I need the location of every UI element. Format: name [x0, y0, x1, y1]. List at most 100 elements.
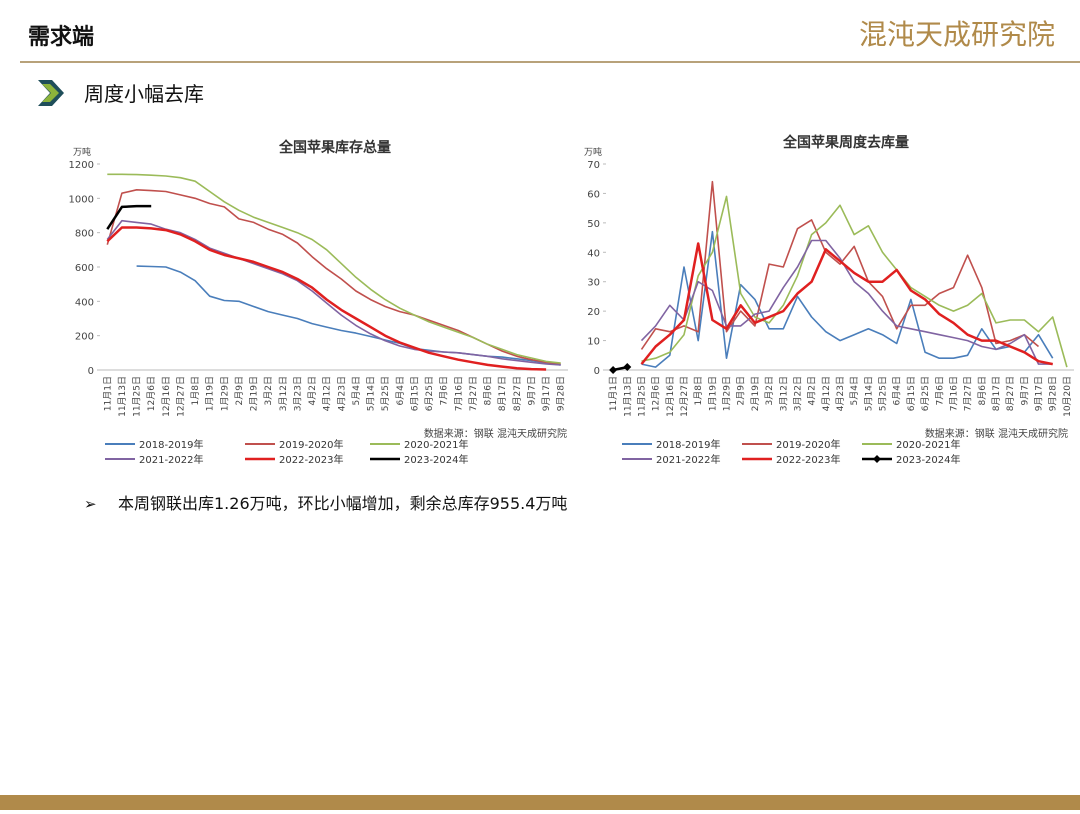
x-tick-label: 3月12日 [278, 376, 289, 411]
x-tick-label: 9月28日 [556, 376, 567, 411]
x-tick-label: 3月12日 [778, 376, 789, 411]
x-tick-label: 12月27日 [175, 376, 186, 417]
x-tick-label: 2月19日 [249, 376, 260, 411]
legend-label: 2023-2024年 [404, 453, 469, 466]
x-tick-label: 11月13日 [117, 376, 128, 417]
chart-title: 全国苹果周度去库量 [782, 134, 909, 151]
source-note: 数据来源：钢联 混沌天成研究院 [925, 427, 1068, 440]
x-tick-label: 4月2日 [807, 376, 818, 405]
y-tick-label: 60 [587, 189, 600, 200]
series-line [106, 189, 561, 365]
series-line [640, 239, 1053, 365]
y-axis-unit: 万吨 [584, 146, 602, 158]
x-tick-label: 4月23日 [336, 376, 347, 411]
series-line [106, 226, 547, 371]
section-icon-inner [42, 84, 59, 102]
x-tick-label: 2月9日 [736, 376, 747, 405]
y-tick-label: 600 [75, 263, 94, 274]
x-tick-label: 10月20日 [1062, 376, 1073, 417]
x-tick-label: 9月17日 [541, 376, 552, 411]
chart-title: 全国苹果库存总量 [278, 139, 391, 156]
legend-label: 2022-2023年 [776, 453, 841, 466]
legend-label: 2021-2022年 [656, 453, 721, 466]
y-tick-label: 30 [587, 278, 600, 289]
x-tick-label: 8月27日 [1005, 376, 1016, 411]
bullet-text: 本周钢联出库1.26万吨，环比小幅增加，剩余总库存955.4万吨 [118, 494, 567, 513]
x-tick-label: 12月27日 [679, 376, 690, 417]
x-tick-label: 4月12日 [821, 376, 832, 411]
bullet-marker: ➢ [84, 495, 97, 513]
x-tick-label: 6月4日 [395, 376, 406, 405]
series-marker [609, 366, 618, 374]
x-tick-label: 5月25日 [878, 376, 889, 411]
x-tick-label: 1月19日 [205, 376, 216, 411]
legend-label: 2018-2019年 [139, 438, 204, 451]
series-line [106, 219, 561, 366]
x-tick-label: 5月4日 [849, 376, 860, 405]
series-marker [623, 363, 632, 372]
logo: 混沌天成研究院 [859, 18, 1055, 51]
legend-label: 2023-2024年 [896, 453, 961, 466]
x-tick-label: 11月13日 [622, 376, 633, 417]
y-tick-label: 50 [587, 219, 600, 230]
x-tick-label: 4月12日 [322, 376, 333, 411]
x-tick-label: 12月16日 [161, 376, 172, 417]
x-tick-label: 1月8日 [693, 376, 704, 405]
x-tick-label: 1月29日 [219, 376, 230, 411]
header-title: 需求端 [28, 25, 94, 50]
y-tick-label: 20 [587, 307, 600, 318]
x-tick-label: 2月19日 [750, 376, 761, 411]
y-tick-label: 0 [594, 366, 600, 377]
series-line [107, 173, 561, 364]
x-tick-label: 11月25日 [132, 376, 143, 417]
x-tick-label: 4月23日 [835, 376, 846, 411]
series-line [106, 204, 152, 230]
x-tick-label: 9月7日 [1019, 376, 1030, 405]
y-tick-label: 0 [88, 366, 94, 377]
legend-label: 2019-2020年 [279, 438, 344, 451]
section-title: 周度小幅去库 [84, 82, 204, 106]
x-tick-label: 9月17日 [1034, 376, 1045, 411]
x-tick-label: 11月1日 [102, 376, 113, 411]
x-tick-label: 4月2日 [307, 376, 318, 405]
legend-label: 2018-2019年 [656, 438, 721, 451]
legend-label: 2020-2021年 [404, 438, 469, 451]
y-tick-label: 200 [75, 332, 94, 343]
y-axis-unit: 万吨 [73, 146, 91, 158]
series-line [641, 230, 1054, 368]
x-tick-label: 5月14日 [366, 376, 377, 411]
series-line [641, 195, 1068, 368]
legend-label: 2020-2021年 [896, 438, 961, 451]
x-tick-label: 5月4日 [351, 376, 362, 405]
x-tick-label: 5月14日 [863, 376, 874, 411]
y-tick-label: 70 [587, 160, 600, 171]
x-tick-label: 3月23日 [292, 376, 303, 411]
x-tick-label: 12月16日 [665, 376, 676, 417]
y-tick-label: 400 [75, 297, 94, 308]
x-tick-label: 2月9日 [234, 376, 245, 405]
x-tick-label: 3月2日 [764, 376, 775, 405]
x-tick-label: 7月27日 [468, 376, 479, 411]
x-tick-label: 8月27日 [512, 376, 523, 411]
header-rule [20, 61, 1080, 63]
x-tick-label: 12月6日 [651, 376, 662, 411]
y-tick-label: 1200 [69, 160, 94, 171]
legend-label: 2021-2022年 [139, 453, 204, 466]
x-tick-label: 1月19日 [707, 376, 718, 411]
legend-marker [873, 455, 881, 463]
x-tick-label: 3月22日 [792, 376, 803, 411]
y-tick-label: 800 [75, 229, 94, 240]
x-tick-label: 7月16日 [948, 376, 959, 411]
x-tick-label: 12月6日 [146, 376, 157, 411]
x-tick-label: 3月2日 [263, 376, 274, 405]
x-tick-label: 9月28日 [1048, 376, 1059, 411]
x-tick-label: 7月16日 [453, 376, 464, 411]
x-tick-label: 7月6日 [934, 376, 945, 405]
x-tick-label: 9月7日 [526, 376, 537, 405]
series-line [640, 180, 1040, 350]
x-tick-label: 6月15日 [409, 376, 420, 411]
x-tick-label: 8月6日 [977, 376, 988, 405]
x-tick-label: 1月8日 [190, 376, 201, 405]
series-line [640, 242, 1053, 366]
